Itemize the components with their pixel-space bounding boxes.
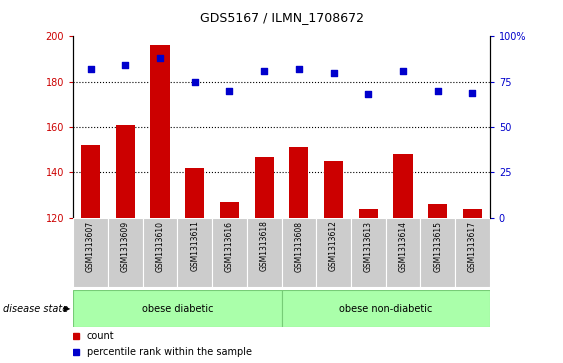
Point [260,68,269,74]
Bar [73,218,108,287]
Text: obese diabetic: obese diabetic [142,303,213,314]
Bar [282,290,490,327]
Text: GSM1313618: GSM1313618 [260,221,269,272]
Bar [324,161,343,218]
Text: disease state: disease state [3,303,68,314]
Text: GSM1313616: GSM1313616 [225,221,234,272]
Bar [212,218,247,287]
Text: GSM1313608: GSM1313608 [294,221,303,272]
Point [294,66,303,72]
Bar [282,218,316,287]
Bar [73,290,282,327]
Text: GSM1313612: GSM1313612 [329,221,338,272]
Bar [116,125,135,218]
Point [155,55,164,61]
Text: GSM1313613: GSM1313613 [364,221,373,272]
Bar [455,218,490,287]
Text: count: count [87,331,114,341]
Point [329,70,338,76]
Bar [316,218,351,287]
Bar [428,204,447,218]
Bar [142,218,177,287]
Point [468,90,477,95]
Bar [463,209,482,218]
Bar [289,147,309,218]
Bar [177,218,212,287]
Bar [247,218,282,287]
Point [364,91,373,97]
Bar [351,218,386,287]
Text: percentile rank within the sample: percentile rank within the sample [87,347,252,357]
Text: GSM1313607: GSM1313607 [86,221,95,272]
Bar [394,154,413,218]
Bar [150,45,169,218]
Point [120,62,129,68]
Bar [81,145,100,218]
Text: GSM1313615: GSM1313615 [434,221,442,272]
Bar [386,218,421,287]
Point [399,68,408,74]
Bar [108,218,142,287]
Point [434,88,443,94]
Point [225,88,234,94]
Bar [359,209,378,218]
Point [190,79,199,85]
Text: GSM1313611: GSM1313611 [190,221,199,272]
Text: GSM1313614: GSM1313614 [399,221,408,272]
Text: GSM1313617: GSM1313617 [468,221,477,272]
Bar [185,168,204,218]
Text: ▶: ▶ [64,304,70,313]
Text: GDS5167 / ILMN_1708672: GDS5167 / ILMN_1708672 [199,11,364,24]
Point [86,66,95,72]
Bar [220,202,239,218]
Text: obese non-diabetic: obese non-diabetic [339,303,432,314]
Bar [421,218,455,287]
Bar [254,156,274,218]
Text: GSM1313609: GSM1313609 [121,221,129,272]
Text: GSM1313610: GSM1313610 [155,221,164,272]
